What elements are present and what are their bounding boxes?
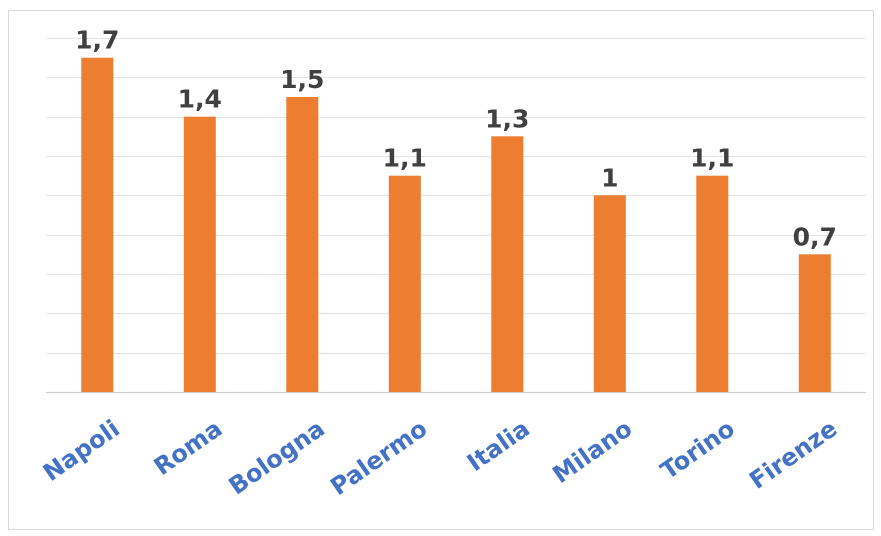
category-label-bologna: Bologna	[224, 414, 330, 500]
category-label-torino: Torino	[656, 414, 740, 485]
chart-frame	[8, 10, 874, 530]
data-label-firenze: 0,7	[793, 222, 837, 251]
bar-firenze	[798, 254, 831, 392]
bar-palermo	[388, 175, 421, 392]
bars	[81, 57, 831, 392]
bar-roma	[183, 116, 216, 392]
bar-napoli	[81, 57, 114, 392]
data-label-torino: 1,1	[690, 144, 734, 173]
category-label-roma: Roma	[149, 414, 227, 481]
category-label-firenze: Firenze	[744, 414, 842, 494]
category-label-palermo: Palermo	[325, 414, 432, 501]
category-label-milano: Milano	[547, 414, 637, 489]
bar-bologna	[286, 97, 319, 392]
data-label-italia: 1,3	[485, 104, 529, 133]
bar-italia	[491, 136, 524, 392]
data-labels: 1,7 1,4 1,5 1,1 1,3 1 1,1 0,7	[75, 26, 837, 252]
bar-torino	[696, 175, 729, 392]
data-label-milano: 1	[601, 163, 618, 192]
data-label-palermo: 1,1	[383, 144, 427, 173]
bar-milano	[593, 195, 626, 392]
data-label-roma: 1,4	[178, 85, 222, 114]
category-label-italia: Italia	[462, 414, 535, 477]
gridlines	[46, 38, 866, 394]
category-label-napoli: Napoli	[38, 414, 125, 486]
data-label-napoli: 1,7	[75, 26, 119, 55]
data-label-bologna: 1,5	[280, 65, 324, 94]
